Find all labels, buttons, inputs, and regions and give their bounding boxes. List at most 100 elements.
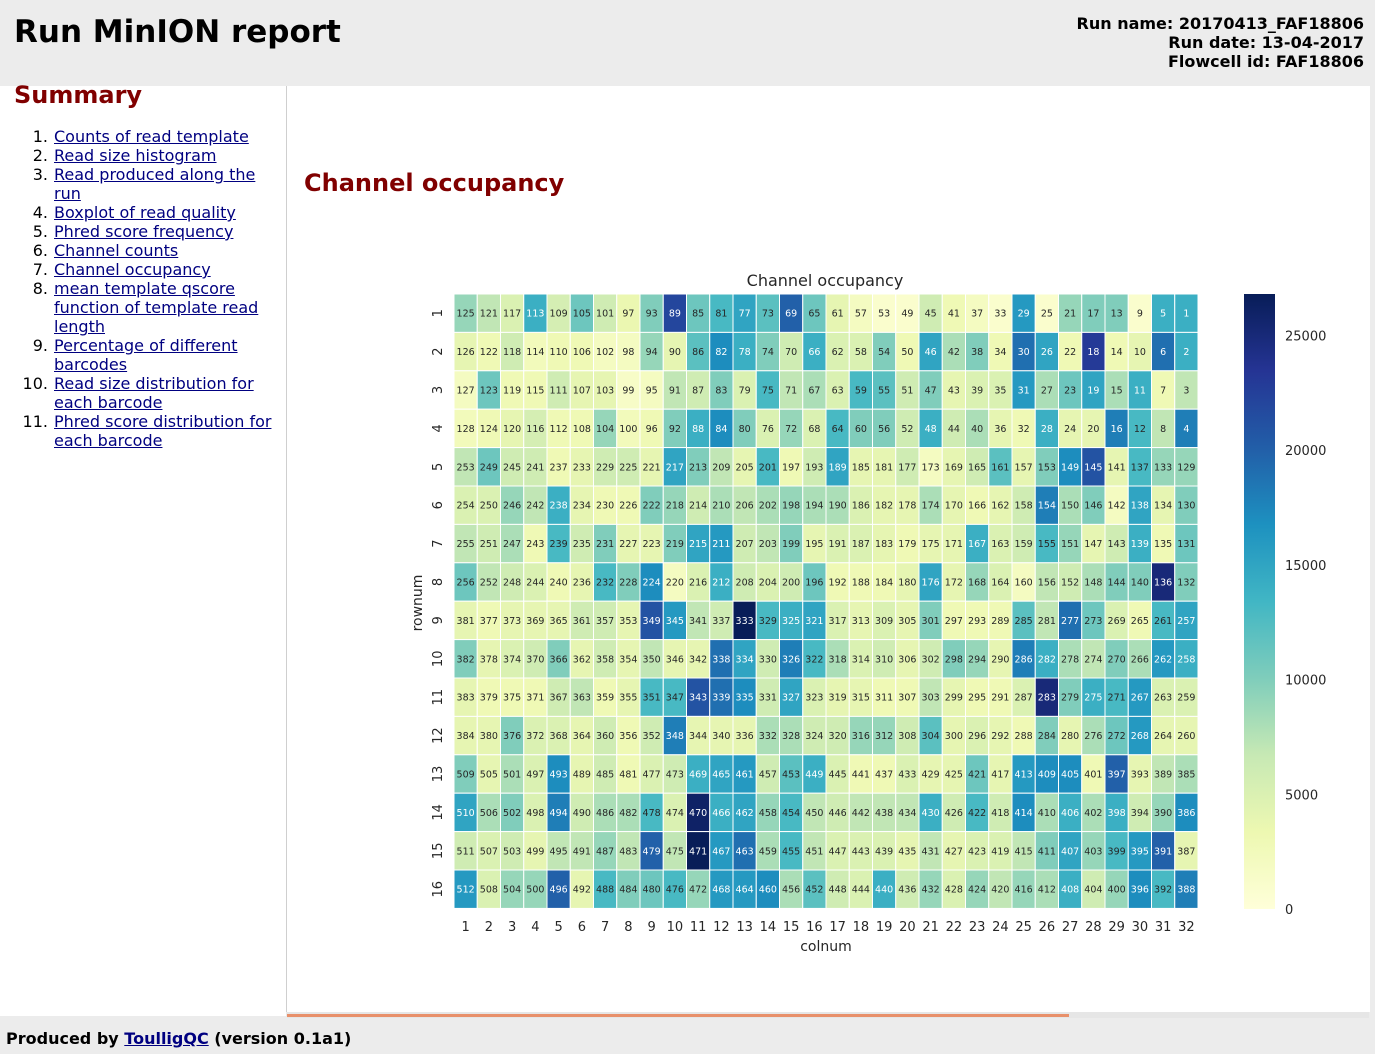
heatmap-cell-label: 231	[596, 539, 614, 550]
heatmap-cell-label: 304	[922, 731, 940, 742]
heatmap-cell-label: 240	[550, 578, 568, 589]
heatmap-cell-label: 273	[1084, 616, 1102, 627]
heatmap-cell-label: 298	[945, 654, 963, 665]
summary-link-10[interactable]: Read size distribution for each barcode	[54, 374, 254, 412]
heatmap-cell-label: 352	[643, 731, 661, 742]
heatmap-cell-label: 451	[805, 846, 823, 857]
heatmap-cell-label: 153	[1038, 462, 1056, 473]
heatmap-cell-label: 17	[1087, 309, 1099, 320]
heatmap-cell-label: 252	[480, 578, 498, 589]
heatmap-cell-label: 280	[1061, 731, 1079, 742]
heatmap-cell-label: 243	[526, 539, 544, 550]
heatmap-cell-label: 413	[1015, 770, 1033, 781]
summary-link-11[interactable]: Phred score distribution for each barcod…	[54, 412, 272, 450]
heatmap-cell-label: 448	[829, 885, 847, 896]
heatmap-cell-label: 455	[782, 846, 800, 857]
heatmap-cell-label: 486	[596, 808, 614, 819]
heatmap-cell-label: 462	[736, 808, 754, 819]
summary-item-5: 5. Phred score frequency	[14, 222, 274, 241]
heatmap-cell-label: 282	[1038, 654, 1056, 665]
heatmap-cell-label: 72	[785, 424, 797, 435]
heatmap-cell-label: 80	[739, 424, 751, 435]
heatmap-cell-label: 441	[852, 770, 870, 781]
heatmap-cell-label: 222	[643, 501, 661, 512]
summary-link-1[interactable]: Counts of read template	[54, 127, 249, 146]
summary-link-9[interactable]: Percentage of different barcodes	[54, 336, 238, 374]
heatmap-cell-label: 257	[1177, 616, 1195, 627]
heatmap-cell-label: 445	[829, 770, 847, 781]
heatmap-cell-label: 366	[550, 654, 568, 665]
report-header: Run MinION report Run name: 20170413_FAF…	[0, 0, 1375, 86]
heatmap-cell-label: 400	[1108, 885, 1126, 896]
heatmap-cell-label: 162	[991, 501, 1009, 512]
heatmap-cell-label: 491	[573, 846, 591, 857]
summary-link-3[interactable]: Read produced along the run	[54, 165, 256, 203]
x-tick-label: 5	[554, 920, 562, 935]
heatmap-cell-label: 429	[922, 770, 940, 781]
heatmap-cell-label: 18	[1087, 347, 1099, 358]
heatmap-cell-label: 488	[596, 885, 614, 896]
heatmap-cell-label: 364	[573, 731, 591, 742]
heatmap-cell-label: 116	[526, 424, 544, 435]
heatmap-cell-label: 102	[596, 347, 614, 358]
heatmap-cell-label: 378	[480, 654, 498, 665]
heatmap-cell-label: 458	[759, 808, 777, 819]
colorbar-ticks: 0 5000 10000 15000 20000 25000	[1285, 329, 1326, 918]
heatmap-cell-label: 163	[991, 539, 1009, 550]
summary-link-2[interactable]: Read size histogram	[54, 146, 217, 165]
heatmap-cell-label: 365	[550, 616, 568, 627]
heatmap-cell-label: 138	[1131, 501, 1149, 512]
heatmap-cell-label: 40	[971, 424, 983, 435]
heatmap-cell-label: 16	[1111, 424, 1123, 435]
heatmap-cell-label: 347	[666, 693, 684, 704]
heatmap-cell-label: 309	[875, 616, 893, 627]
y-tick-label: 12	[431, 727, 446, 744]
heatmap-cell-label: 323	[805, 693, 823, 704]
summary-link-5[interactable]: Phred score frequency	[54, 222, 234, 241]
toulligqc-link[interactable]: ToulligQC	[124, 1029, 209, 1048]
heatmap-cell-label: 312	[875, 731, 893, 742]
main-content[interactable]: Channel occupancy Channel occupancy 125 1…	[286, 86, 1370, 1012]
horizontal-scrollbar[interactable]	[287, 1012, 1369, 1018]
heatmap-cell-label: 444	[852, 885, 870, 896]
scrollbar-thumb[interactable]	[287, 1014, 1069, 1017]
report-title: Run MinION report	[14, 14, 341, 50]
summary-link-4[interactable]: Boxplot of read quality	[54, 203, 236, 222]
heatmap-cell-label: 155	[1038, 539, 1056, 550]
heatmap-cell-label: 315	[852, 693, 870, 704]
heatmap-cell-label: 414	[1015, 808, 1033, 819]
heatmap-cell-label: 499	[526, 846, 544, 857]
section-title: Channel occupancy	[304, 169, 565, 197]
heatmap-cell-label: 215	[689, 539, 707, 550]
heatmap-cell-label: 333	[736, 616, 754, 627]
heatmap-cell-label: 228	[619, 578, 637, 589]
heatmap-cell-label: 406	[1061, 808, 1079, 819]
heatmap-cell-label: 500	[526, 885, 544, 896]
heatmap-cell-label: 358	[596, 654, 614, 665]
heatmap-cell-label: 109	[550, 309, 568, 320]
heatmap-cell-label: 123	[480, 386, 498, 397]
heatmap-cell-label: 269	[1108, 616, 1126, 627]
heatmap-cell-label: 274	[1084, 654, 1102, 665]
heatmap-cell-label: 117	[503, 309, 521, 320]
heatmap-cell-label: 79	[739, 386, 751, 397]
heatmap-cell-label: 471	[689, 846, 707, 857]
heatmap-cell-label: 434	[898, 808, 916, 819]
colorbar-tick-label: 15000	[1285, 559, 1326, 574]
heatmap-cell-label: 158	[1015, 501, 1033, 512]
x-tick-label: 3	[508, 920, 516, 935]
heatmap-cell-label: 175	[922, 539, 940, 550]
summary-link-6[interactable]: Channel counts	[54, 241, 179, 260]
heatmap-cell-label: 292	[991, 731, 1009, 742]
summary-link-8[interactable]: mean template qscore function of templat…	[54, 279, 259, 336]
summary-link-7[interactable]: Channel occupancy	[54, 260, 211, 279]
heatmap-cell-label: 439	[875, 846, 893, 857]
heatmap-cell-label: 387	[1177, 846, 1195, 857]
heatmap-cell-label: 461	[736, 770, 754, 781]
heatmap-cell-label: 196	[805, 578, 823, 589]
heatmap-cell-label: 428	[945, 885, 963, 896]
heatmap-cell-label: 32	[1018, 424, 1030, 435]
heatmap-cell-label: 145	[1084, 462, 1102, 473]
heatmap-cell-label: 93	[646, 309, 658, 320]
summary-item-1: 1. Counts of read template	[14, 127, 274, 146]
